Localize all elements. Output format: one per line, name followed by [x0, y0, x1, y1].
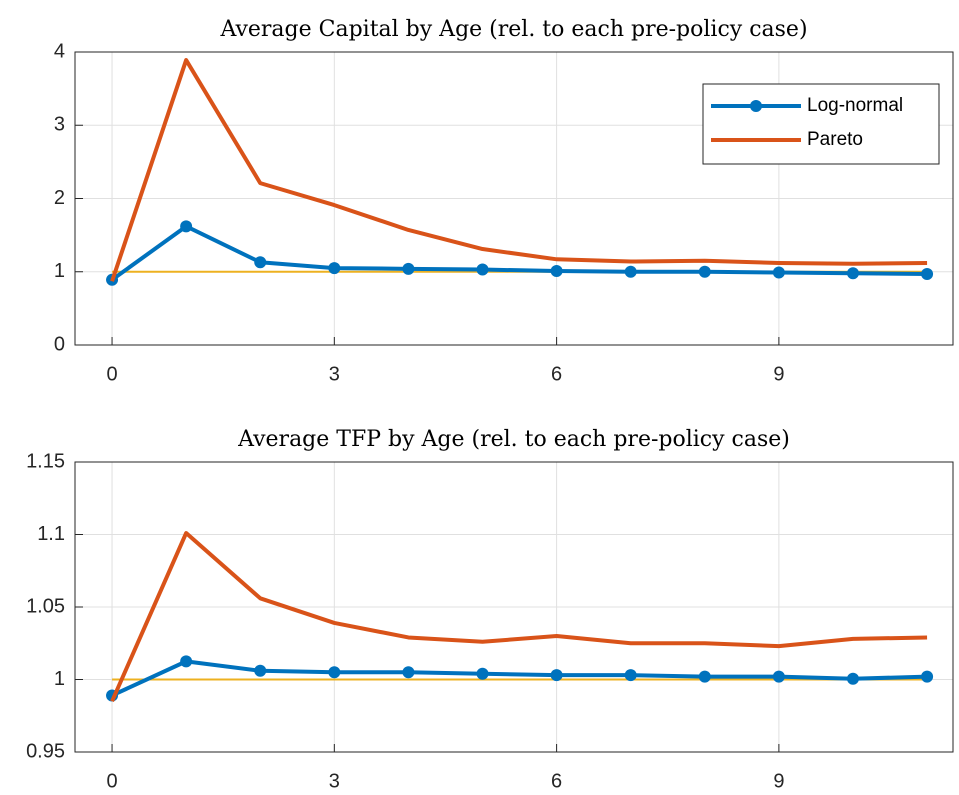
point — [180, 655, 193, 668]
point — [476, 263, 489, 276]
point — [921, 670, 934, 683]
x-tick-label: 9 — [773, 363, 784, 385]
x-tick-label: 3 — [329, 363, 340, 385]
axes-box — [74, 461, 954, 753]
y-tick-label: 0.95 — [26, 740, 65, 762]
y-tick-label: 1 — [54, 668, 65, 690]
point — [624, 669, 637, 682]
y-tick-label: 0 — [54, 333, 65, 355]
point — [180, 220, 193, 233]
point — [254, 256, 267, 269]
legend-box — [702, 83, 940, 165]
legend-label: Pareto — [807, 129, 863, 150]
x-tick-label: 3 — [329, 770, 340, 792]
point — [550, 669, 563, 682]
point — [328, 666, 341, 679]
y-tick-label: 1.15 — [26, 450, 65, 472]
point — [402, 262, 415, 275]
point — [476, 667, 489, 680]
series-line — [110, 58, 928, 282]
point — [550, 265, 563, 278]
series-line — [110, 531, 928, 703]
y-tick-label: 4 — [54, 40, 65, 62]
point — [772, 670, 785, 683]
y-tick-label: 1.1 — [37, 523, 65, 545]
point — [846, 267, 859, 280]
chart-title: Average Capital by Age (rel. to each pre… — [219, 17, 807, 42]
x-tick-label: 0 — [106, 770, 117, 792]
y-tick-label: 1.05 — [26, 595, 65, 617]
point — [921, 267, 934, 280]
point — [846, 672, 859, 685]
legend-label: Log-normal — [807, 95, 903, 116]
point — [698, 265, 711, 278]
point — [624, 265, 637, 278]
y-tick-label: 1 — [54, 260, 65, 282]
x-tick-label: 6 — [551, 363, 562, 385]
point — [328, 262, 341, 275]
axes-box — [74, 51, 954, 346]
point — [698, 670, 711, 683]
series-line — [111, 659, 928, 698]
y-tick-label: 2 — [54, 187, 65, 209]
point — [254, 664, 267, 677]
point — [402, 666, 415, 679]
y-tick-label: 3 — [54, 114, 65, 136]
x-tick-label: 9 — [773, 770, 784, 792]
chart-title: Average TFP by Age (rel. to each pre-pol… — [237, 427, 790, 452]
series-line — [110, 224, 928, 282]
point — [772, 266, 785, 279]
x-tick-label: 6 — [551, 770, 562, 792]
x-tick-label: 0 — [106, 363, 117, 385]
legend-marker — [750, 100, 762, 112]
